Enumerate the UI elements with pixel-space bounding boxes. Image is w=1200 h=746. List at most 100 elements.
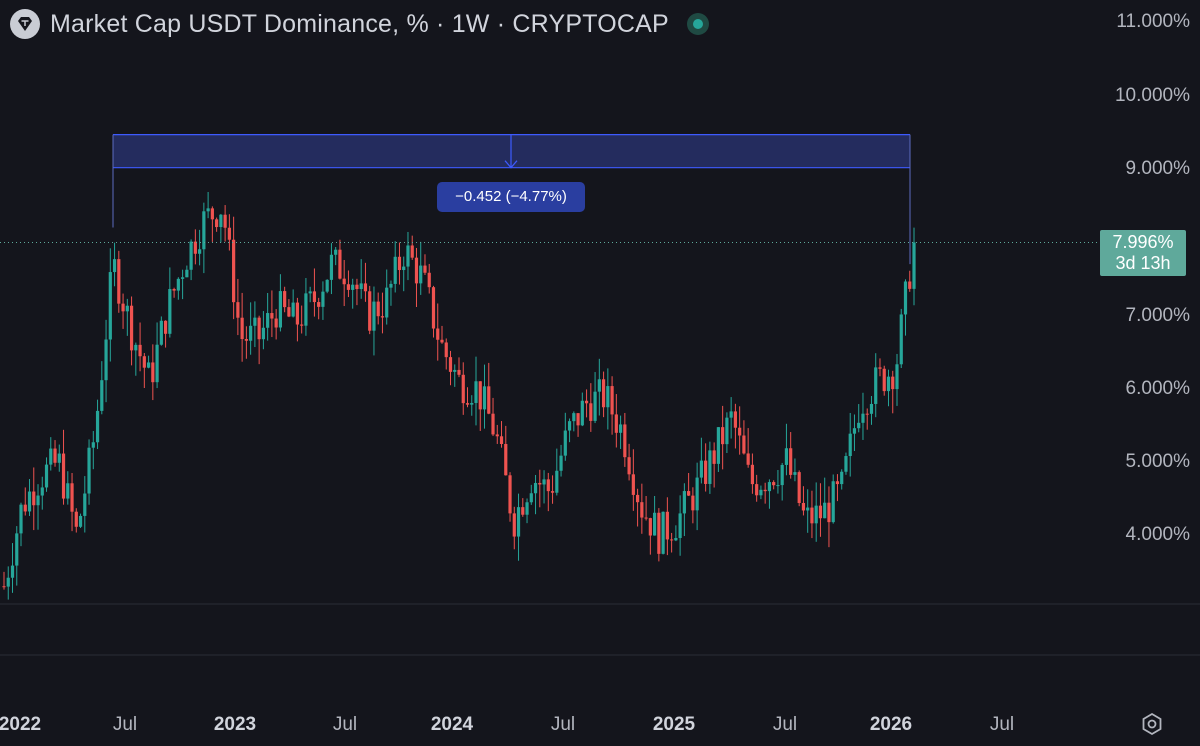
candle-body: [151, 362, 155, 383]
x-tick-label: 2023: [213, 714, 257, 735]
candle-body: [631, 474, 635, 495]
candle-body: [249, 325, 253, 341]
candle-body: [601, 379, 606, 408]
candle-body: [423, 265, 427, 273]
candle-body: [270, 313, 274, 319]
candle-body: [355, 284, 359, 290]
candle-body: [283, 291, 287, 308]
candle-body: [291, 302, 295, 317]
y-tick-label: 4.000%: [1125, 524, 1190, 545]
y-tick-label: 11.000%: [1116, 11, 1190, 32]
candle-body: [129, 305, 134, 351]
candle-body: [478, 381, 482, 410]
candle-body: [193, 241, 197, 254]
candle-body: [521, 507, 525, 515]
candle-body: [351, 284, 355, 290]
candle-body: [606, 386, 610, 408]
candle-body: [6, 577, 10, 587]
candle-body: [436, 328, 440, 340]
candle-body: [257, 317, 261, 340]
candle-body: [210, 208, 214, 220]
candle-body: [567, 421, 572, 431]
candle-body: [95, 410, 100, 443]
candle-body: [53, 448, 57, 463]
candle-body: [317, 302, 321, 307]
candle-body: [23, 504, 27, 512]
candle-body: [533, 482, 538, 494]
candle-body: [780, 464, 784, 486]
candle-body: [155, 344, 159, 383]
candle-body: [725, 417, 729, 445]
candle-body: [453, 369, 457, 372]
candle-body: [329, 254, 334, 280]
candle-body: [278, 291, 283, 328]
candle-body: [308, 291, 312, 294]
candle-body: [376, 301, 380, 317]
candle-body: [691, 495, 695, 511]
chart-header: Market Cap USDT Dominance, % · 1W · CRYP…: [10, 8, 709, 40]
candle-body: [525, 502, 529, 515]
candle-body: [840, 471, 844, 485]
candle-body: [414, 257, 419, 284]
candle-body: [763, 489, 767, 492]
candle-body: [10, 565, 15, 578]
x-tick-label: 2022: [0, 714, 42, 735]
candle-body: [674, 537, 678, 541]
candle-body: [142, 356, 146, 368]
candle-body: [538, 482, 542, 485]
candle-body: [87, 447, 91, 494]
candle-body: [627, 457, 631, 475]
candle-body: [104, 339, 108, 381]
candle-body: [223, 214, 227, 228]
candle-body: [576, 413, 580, 426]
candle-body: [227, 227, 231, 240]
candle-body: [678, 513, 682, 538]
candle-body: [869, 403, 874, 414]
candle-body: [334, 249, 338, 255]
candle-body: [125, 305, 129, 312]
candle-body: [274, 318, 278, 328]
candle-body: [168, 289, 172, 334]
candle-body: [563, 430, 567, 456]
candle-body: [406, 245, 410, 267]
candle-body: [61, 453, 66, 499]
candle-body: [908, 281, 912, 289]
candle-body: [397, 256, 402, 271]
chart-title[interactable]: Market Cap USDT Dominance, % · 1W · CRYP…: [50, 9, 669, 38]
candle-body: [312, 291, 317, 303]
current-price-label: 7.996% 3d 13h: [1100, 230, 1186, 276]
candle-body: [440, 339, 444, 343]
candle-body: [219, 214, 223, 228]
candle-body: [823, 502, 827, 519]
candle-body: [134, 344, 138, 351]
candle-body: [865, 413, 869, 415]
candle-body: [253, 317, 257, 326]
measure-result-label[interactable]: −0.452 (−4.77%): [437, 182, 585, 212]
gear-icon[interactable]: [1140, 712, 1164, 736]
candle-body: [185, 269, 189, 278]
candle-body: [767, 482, 772, 492]
candle-body: [555, 470, 559, 493]
candle-body: [100, 380, 104, 411]
x-tick-label: 2024: [430, 714, 474, 735]
candle-body: [389, 283, 393, 288]
candle-body: [431, 287, 436, 329]
candle-body: [49, 448, 53, 465]
candle-body: [83, 493, 87, 516]
candle-body: [635, 494, 640, 503]
candle-body: [474, 381, 478, 403]
candle-body: [580, 400, 584, 426]
candle-body: [861, 413, 865, 423]
candle-body: [491, 413, 495, 435]
candle-body: [742, 435, 746, 454]
y-tick-label: 10.000%: [1114, 85, 1190, 106]
candle-body: [670, 539, 674, 541]
candle-body: [295, 302, 300, 325]
candle-body: [716, 427, 720, 464]
candle-body: [542, 479, 546, 485]
candle-body: [733, 411, 738, 428]
market-status-dot-icon[interactable]: [686, 13, 709, 35]
candle-body: [516, 507, 521, 537]
x-tick-label: Jul: [989, 714, 1015, 735]
